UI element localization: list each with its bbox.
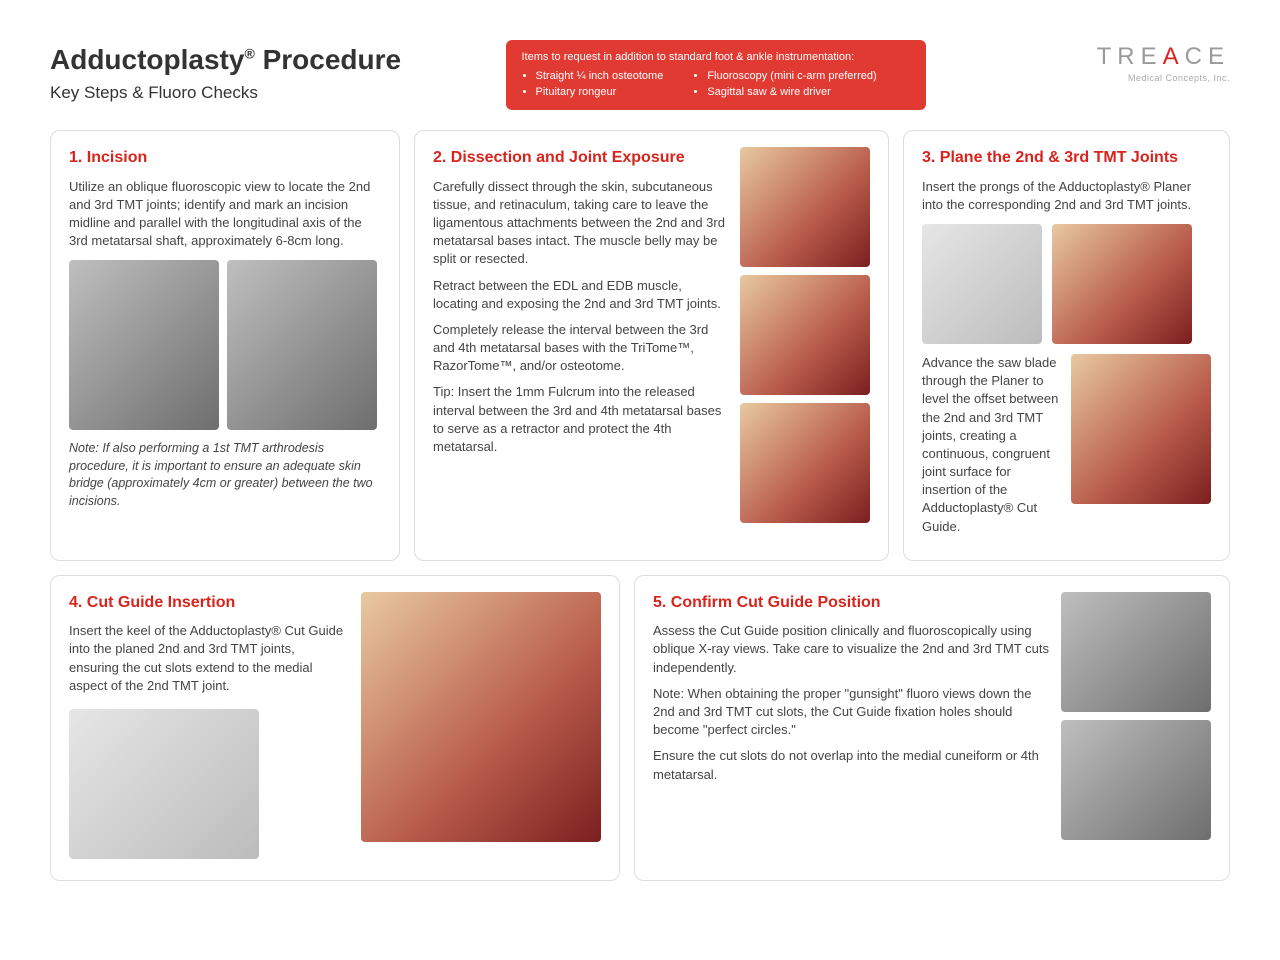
row-2: 4. Cut Guide Insertion Insert the keel o…	[50, 575, 1230, 881]
step-5-p2: Note: When obtaining the proper "gunsigh…	[653, 685, 1049, 740]
page-subtitle: Key Steps & Fluoro Checks	[50, 81, 401, 105]
cut-guide-tool-image	[69, 709, 259, 859]
banner-col1: Straight ¼ inch osteotome Pituitary rong…	[522, 69, 664, 100]
items-banner: Items to request in addition to standard…	[506, 40, 926, 110]
step-5-p1: Assess the Cut Guide position clinically…	[653, 622, 1049, 677]
step-2-p1: Carefully dissect through the skin, subc…	[433, 178, 730, 269]
step-2-title: 2. Dissection and Joint Exposure	[433, 147, 730, 169]
banner-item: Pituitary rongeur	[536, 85, 664, 100]
title-suffix: Procedure	[255, 44, 401, 75]
step-1-note: Note: If also performing a 1st TMT arthr…	[69, 440, 381, 510]
xray-image	[227, 260, 377, 430]
fluoro-image	[1061, 720, 1211, 840]
logo-subtext: Medical Concepts, Inc.	[1030, 72, 1230, 85]
step-5-p3: Ensure the cut slots do not overlap into…	[653, 747, 1049, 783]
banner-col2: Fluoroscopy (mini c-arm preferred) Sagit…	[693, 69, 876, 100]
step-3-title: 3. Plane the 2nd & 3rd TMT Joints	[922, 147, 1211, 169]
step-1-title: 1. Incision	[69, 147, 381, 169]
xray-image	[69, 260, 219, 430]
step-4-title: 4. Cut Guide Insertion	[69, 592, 347, 614]
reg-mark: ®	[244, 46, 254, 62]
page-title: Adductoplasty® Procedure	[50, 40, 401, 79]
step-1-card: 1. Incision Utilize an oblique fluorosco…	[50, 130, 400, 561]
title-block: Adductoplasty® Procedure Key Steps & Flu…	[50, 40, 401, 105]
step-2-p2: Retract between the EDL and EDB muscle, …	[433, 277, 730, 313]
step-4-p1: Insert the keel of the Adductoplasty® Cu…	[69, 622, 347, 695]
surgery-image	[740, 403, 870, 523]
step-3-card: 3. Plane the 2nd & 3rd TMT Joints Insert…	[903, 130, 1230, 561]
step-1-body: Utilize an oblique fluoroscopic view to …	[69, 178, 381, 251]
step-4-card: 4. Cut Guide Insertion Insert the keel o…	[50, 575, 620, 881]
step-3-p1: Insert the prongs of the Adductoplasty® …	[922, 178, 1211, 214]
title-main: Adductoplasty	[50, 44, 244, 75]
banner-item: Sagittal saw & wire driver	[707, 85, 876, 100]
banner-title: Items to request in addition to standard…	[522, 50, 910, 65]
step-2-card: 2. Dissection and Joint Exposure Careful…	[414, 130, 889, 561]
logo: TREACE Medical Concepts, Inc.	[1030, 40, 1230, 84]
banner-item: Fluoroscopy (mini c-arm preferred)	[707, 69, 876, 84]
row-1: 1. Incision Utilize an oblique fluorosco…	[50, 130, 1230, 561]
banner-item: Straight ¼ inch osteotome	[536, 69, 664, 84]
page-header: Adductoplasty® Procedure Key Steps & Flu…	[50, 40, 1230, 110]
logo-text: TREACE	[1030, 40, 1230, 74]
planer-tool-image	[922, 224, 1042, 344]
fluoro-image	[1061, 592, 1211, 712]
step-2-p3: Completely release the interval between …	[433, 321, 730, 376]
step-5-title: 5. Confirm Cut Guide Position	[653, 592, 1049, 614]
step-5-card: 5. Confirm Cut Guide Position Assess the…	[634, 575, 1230, 881]
surgery-image	[1071, 354, 1211, 504]
step-2-p4: Tip: Insert the 1mm Fulcrum into the rel…	[433, 383, 730, 456]
surgery-image	[1052, 224, 1192, 344]
surgery-image	[740, 147, 870, 267]
surgery-image	[361, 592, 601, 842]
surgery-image	[740, 275, 870, 395]
step-3-p2: Advance the saw blade through the Planer…	[922, 354, 1061, 536]
